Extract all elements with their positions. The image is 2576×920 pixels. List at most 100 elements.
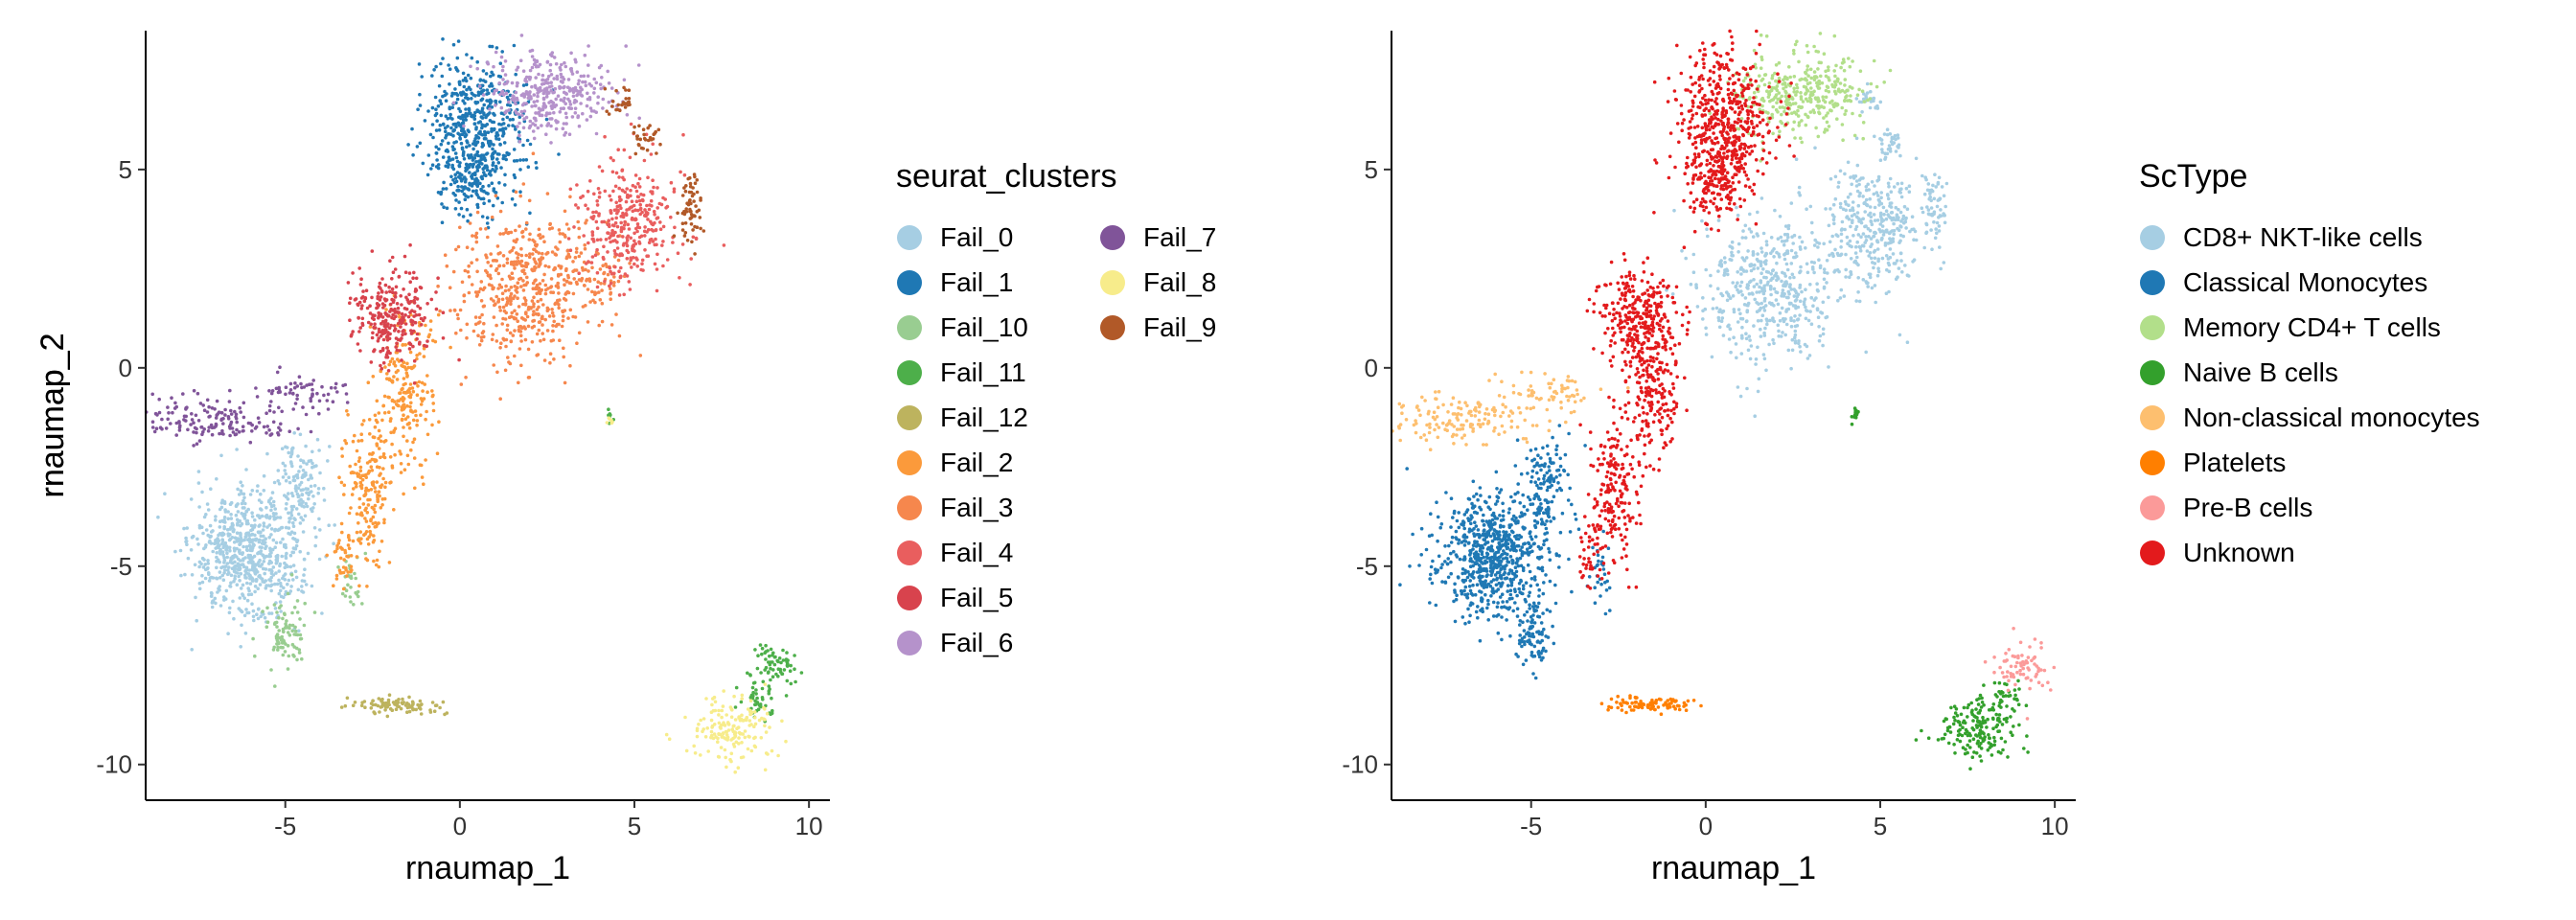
data-point [428, 710, 433, 714]
data-point [456, 39, 461, 43]
data-point [610, 86, 614, 90]
data-point [269, 527, 274, 531]
data-point [521, 69, 526, 73]
data-point [398, 338, 402, 342]
data-point [411, 707, 415, 711]
data-point [247, 555, 252, 560]
data-point [1756, 266, 1760, 270]
data-point [575, 341, 579, 346]
data-point [359, 511, 364, 515]
data-point [1816, 315, 1821, 320]
data-point [567, 100, 572, 104]
data-point [741, 755, 746, 759]
data-point [465, 53, 469, 57]
data-point [510, 196, 515, 201]
data-point [582, 284, 586, 288]
data-point [738, 732, 743, 736]
data-point [284, 525, 288, 530]
data-point [381, 403, 386, 408]
data-point [1786, 235, 1790, 240]
data-point [580, 265, 585, 270]
data-point [271, 538, 276, 542]
data-point [525, 314, 530, 319]
data-point [1848, 275, 1852, 280]
data-point [579, 196, 583, 199]
data-point [250, 489, 255, 493]
data-point [304, 444, 308, 448]
data-point [1876, 266, 1880, 271]
data-point [185, 526, 189, 530]
data-point [407, 695, 411, 700]
data-point [380, 321, 383, 326]
data-point [235, 546, 239, 551]
data-point [389, 323, 394, 328]
data-point [774, 672, 778, 677]
data-point [1774, 273, 1778, 278]
data-point [253, 518, 257, 522]
data-point [501, 153, 506, 158]
data-point [683, 231, 688, 235]
data-point [1804, 305, 1807, 310]
data-point [251, 614, 256, 619]
data-point [614, 107, 618, 112]
data-point [518, 115, 522, 119]
data-point [513, 316, 517, 321]
data-point [408, 382, 413, 386]
data-point [247, 534, 252, 538]
data-point [543, 291, 548, 296]
data-point [211, 599, 215, 604]
data-point [455, 56, 460, 60]
data-point [496, 137, 501, 141]
data-point [422, 482, 426, 487]
data-point [372, 458, 377, 462]
data-point [564, 111, 568, 116]
data-point [534, 160, 539, 165]
data-point [612, 248, 617, 253]
data-point [753, 648, 757, 652]
data-point [1756, 234, 1760, 238]
data-point [286, 582, 289, 586]
data-point [1691, 252, 1696, 257]
data-point [218, 576, 222, 580]
data-point [1769, 287, 1773, 290]
data-point [639, 146, 644, 150]
data-point [1769, 236, 1774, 240]
data-point [235, 583, 240, 586]
data-point [153, 411, 158, 416]
data-point [262, 534, 265, 539]
data-point [641, 193, 646, 197]
data-point [407, 709, 412, 714]
data-point [423, 343, 426, 348]
data-point [487, 198, 492, 203]
data-point [494, 136, 498, 141]
data-point [375, 442, 380, 447]
data-point [363, 517, 367, 520]
data-point [346, 281, 351, 285]
data-point [1855, 255, 1859, 260]
data-point [614, 200, 618, 205]
data-point [616, 208, 620, 213]
data-point [228, 433, 232, 438]
data-point [474, 191, 478, 196]
data-point [1904, 186, 1909, 191]
data-point [430, 389, 434, 393]
data-point [415, 419, 420, 423]
data-point [454, 66, 458, 70]
data-point [376, 493, 380, 497]
data-point [351, 439, 356, 444]
data-point [482, 124, 486, 127]
data-point [464, 107, 468, 111]
data-point [383, 324, 387, 329]
data-point [1848, 208, 1852, 213]
data-point [607, 81, 611, 85]
data-point [228, 560, 233, 564]
data-point [501, 305, 506, 310]
data-point [402, 426, 405, 429]
data-point [392, 324, 397, 328]
data-point [296, 486, 301, 491]
data-point [549, 88, 553, 93]
data-point [517, 305, 521, 309]
data-point [219, 411, 224, 415]
data-point [709, 729, 714, 734]
data-point [524, 158, 529, 162]
